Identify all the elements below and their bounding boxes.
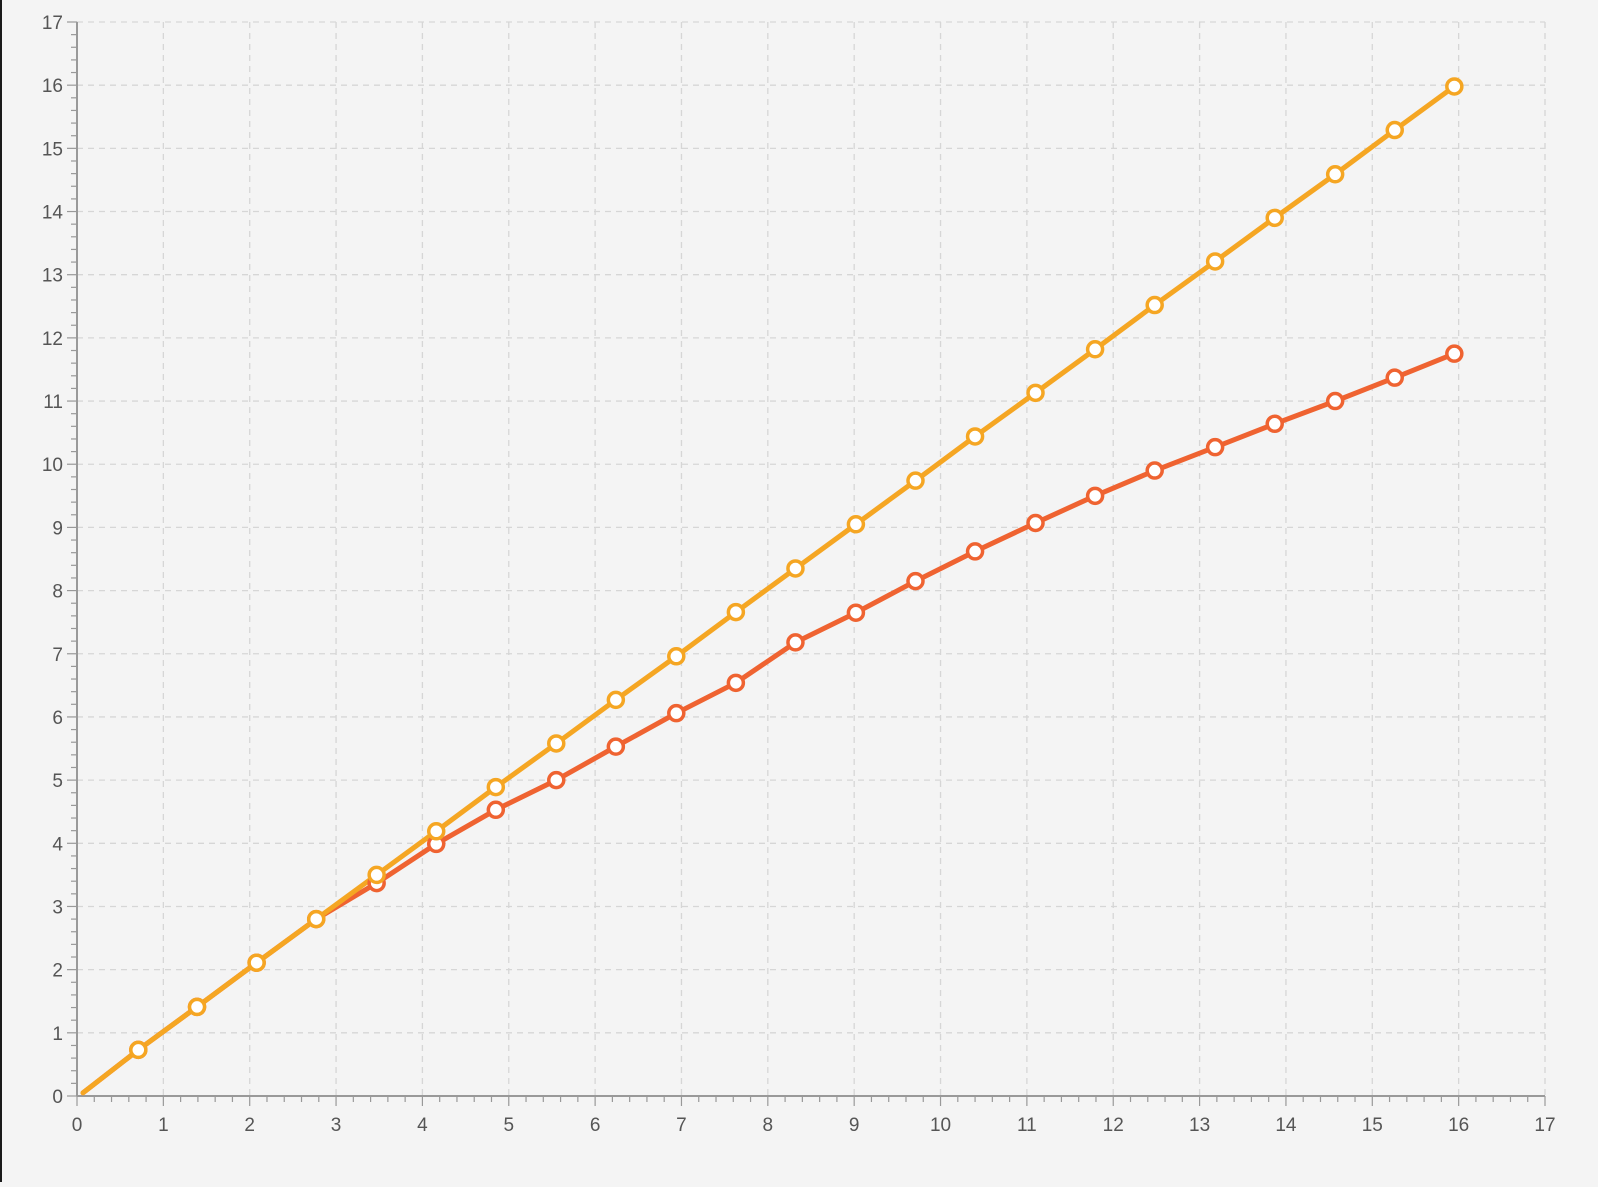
series-2-point bbox=[786, 633, 805, 652]
series-1-point bbox=[1026, 383, 1045, 403]
series-1-point bbox=[367, 865, 386, 885]
series-1-point bbox=[1385, 120, 1404, 140]
x-tick-label: 12 bbox=[1103, 1115, 1124, 1136]
y-tick-label: 2 bbox=[52, 961, 63, 982]
y-tick-label: 6 bbox=[52, 708, 63, 729]
y-tick-label: 0 bbox=[52, 1087, 63, 1108]
y-tick-label: 11 bbox=[43, 392, 63, 413]
y-tick-label: 14 bbox=[42, 203, 64, 224]
series-2-point bbox=[667, 703, 686, 723]
series-1-point bbox=[129, 1040, 148, 1060]
series-1-point bbox=[306, 909, 326, 929]
x-tick-label: 8 bbox=[763, 1115, 774, 1136]
series-lines bbox=[80, 83, 1457, 1096]
x-tick-label: 10 bbox=[930, 1115, 951, 1136]
series-line-1 bbox=[80, 83, 1457, 1096]
x-tick-label: 4 bbox=[417, 1115, 428, 1136]
y-tick-label: 4 bbox=[52, 834, 63, 855]
y-tick-label: 13 bbox=[42, 266, 63, 287]
x-tick-label: 13 bbox=[1189, 1115, 1210, 1136]
series-1-point bbox=[1325, 165, 1345, 184]
series-2-point bbox=[1265, 414, 1284, 434]
series-2-point bbox=[1085, 486, 1105, 506]
series-2-point bbox=[1325, 391, 1345, 411]
series-1-point bbox=[1265, 208, 1284, 228]
window-left-border bbox=[0, 0, 2, 1182]
x-tick-label: 0 bbox=[72, 1115, 83, 1136]
y-tick-label: 8 bbox=[52, 582, 63, 603]
series-1-point bbox=[187, 997, 207, 1017]
y-tick-label: 7 bbox=[52, 645, 63, 666]
series-2-point bbox=[965, 542, 985, 561]
y-tick-label: 9 bbox=[52, 518, 63, 539]
series-1-point bbox=[667, 647, 686, 666]
series-1-point bbox=[426, 822, 446, 841]
series-1-point bbox=[786, 559, 805, 578]
x-tick-label: 3 bbox=[331, 1115, 342, 1136]
series-2-point bbox=[906, 571, 925, 591]
x-tick-label: 5 bbox=[503, 1115, 514, 1136]
axes: 0 1 2 3 4 5 6 7 8 9 10 11 12 13 14 15 16 1701234567891011… bbox=[42, 13, 1556, 1136]
x-tick-label: 6 bbox=[590, 1115, 601, 1136]
y-tick-label: 1 bbox=[52, 1024, 63, 1045]
x-tick-label: 7 bbox=[676, 1115, 687, 1136]
x-tick-label: 1 bbox=[158, 1115, 169, 1136]
series-2-point bbox=[1205, 437, 1225, 457]
series-1-point bbox=[547, 734, 566, 753]
y-tick-label: 12 bbox=[42, 329, 63, 350]
series-points bbox=[129, 77, 1464, 1060]
series-2-point bbox=[726, 673, 746, 693]
x-tick-label: 9 bbox=[849, 1115, 860, 1136]
y-tick-label: 10 bbox=[42, 455, 63, 476]
series-2-point bbox=[547, 770, 566, 790]
x-tick-label: 11 bbox=[1017, 1115, 1037, 1136]
y-tick-label: 5 bbox=[52, 771, 63, 792]
series-1-point bbox=[486, 777, 506, 797]
series-2-point bbox=[1145, 461, 1164, 480]
y-tick-label: 3 bbox=[52, 897, 63, 918]
grid-lines bbox=[77, 21, 1546, 1096]
series-2-point bbox=[1385, 368, 1404, 387]
series-2-point bbox=[1445, 344, 1464, 363]
series-1-point bbox=[247, 953, 266, 972]
series-1-point bbox=[1145, 295, 1164, 315]
x-tick-label: 15 bbox=[1362, 1115, 1383, 1136]
series-1-point bbox=[965, 427, 985, 446]
x-tick-label: 14 bbox=[1275, 1115, 1297, 1136]
y-tick-label: 17 bbox=[42, 13, 63, 34]
series-1-point bbox=[906, 471, 925, 490]
series-2-point bbox=[846, 603, 866, 622]
series-1-point bbox=[606, 690, 626, 710]
x-tick-label: 16 bbox=[1448, 1115, 1469, 1136]
series-1-point bbox=[726, 602, 746, 622]
x-tick-label: 17 bbox=[1534, 1115, 1555, 1136]
series-2-point bbox=[486, 800, 506, 820]
series-1-point bbox=[1445, 77, 1464, 96]
series-1-point bbox=[1205, 252, 1225, 271]
y-tick-label: 15 bbox=[42, 139, 63, 160]
x-tick-label: 2 bbox=[244, 1115, 255, 1136]
series-2-point bbox=[1026, 513, 1045, 533]
series-1-point bbox=[1085, 340, 1105, 359]
series-2-point bbox=[606, 737, 626, 756]
series-1-point bbox=[846, 515, 866, 534]
y-tick-label: 16 bbox=[42, 76, 63, 97]
